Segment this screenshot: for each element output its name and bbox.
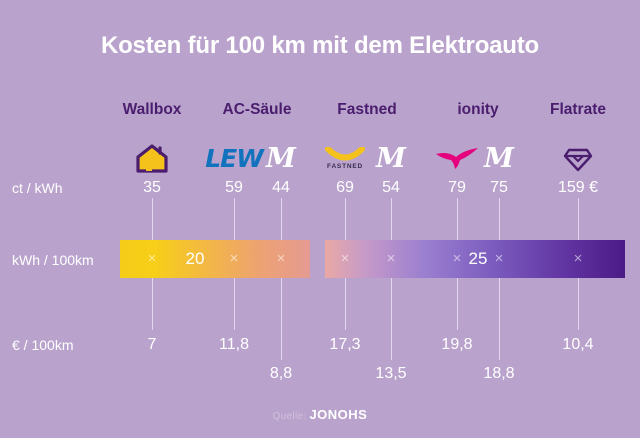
consumption-bar-right <box>325 240 625 278</box>
ct-per-kwh-value: 79 <box>448 179 466 196</box>
ct-per-kwh-value: 54 <box>382 179 400 196</box>
bar-consumption-value: 25 <box>468 249 488 268</box>
page-title: Kosten für 100 km mit dem Elektroauto <box>100 32 540 59</box>
connector-line <box>234 278 235 330</box>
house-icon <box>117 138 187 178</box>
row-label-kwh-per-100km: kWh / 100km <box>12 252 94 268</box>
consumption-bar-left <box>120 240 310 278</box>
bar-consumption-value: 20 <box>185 249 205 268</box>
column-header-ac-s-ule: AC-Säule <box>222 101 292 118</box>
eur-per-100km-value: 18,8 <box>483 365 515 382</box>
column-header-fastned: Fastned <box>337 101 397 118</box>
connector-line <box>152 198 153 240</box>
ct-per-kwh-value: 159 € <box>557 179 599 196</box>
eur-per-100km-value: 19,8 <box>441 336 473 353</box>
connector-line <box>457 198 458 240</box>
connector-line <box>391 278 392 360</box>
ct-per-kwh-value: 75 <box>490 179 508 196</box>
fastned-arc-icon <box>325 146 365 160</box>
connector-line <box>281 198 282 240</box>
maingau-m-wordmark: M <box>266 142 296 174</box>
connector-line <box>391 198 392 240</box>
ct-per-kwh-value: 59 <box>225 179 243 196</box>
lew-wordmark: LEW <box>205 143 264 173</box>
eur-per-100km-value: 13,5 <box>375 365 407 382</box>
maingau-logo-ac: M <box>246 138 316 178</box>
eur-per-100km-value: 10,4 <box>562 336 594 353</box>
ct-per-kwh-value: 44 <box>272 179 290 196</box>
connector-line <box>499 198 500 240</box>
maingau-logo-ionity: M <box>464 138 534 178</box>
diamond-icon <box>543 138 613 178</box>
connector-line <box>578 198 579 240</box>
connector-line <box>457 278 458 330</box>
fastned-wordmark: FASTNED <box>327 162 363 170</box>
source-attribution: Quelle: JONOHS <box>0 407 640 422</box>
house-glyph <box>136 144 168 173</box>
connector-line <box>152 278 153 330</box>
ionity-logo <box>422 138 492 178</box>
row-label-ct-per-kwh: ct / kWh <box>12 180 63 196</box>
connector-line <box>499 278 500 360</box>
eur-per-100km-value: 17,3 <box>329 336 361 353</box>
ct-per-kwh-value: 35 <box>143 179 161 196</box>
ct-per-kwh-value: 69 <box>336 179 354 196</box>
connector-line <box>281 278 282 360</box>
ionity-bird-glyph <box>436 148 478 169</box>
connector-line <box>234 198 235 240</box>
column-header-flatrate: Flatrate <box>550 101 606 118</box>
column-header-wallbox: Wallbox <box>122 101 182 118</box>
eur-per-100km-value: 7 <box>147 336 157 353</box>
column-header-ionity: ionity <box>457 101 499 118</box>
fastned-logo: FASTNED <box>310 138 380 178</box>
fastned-mark: FASTNED <box>325 146 365 170</box>
source-prefix: Quelle: <box>272 411 307 422</box>
eur-per-100km-value: 8,8 <box>269 365 293 382</box>
connector-line <box>345 198 346 240</box>
maingau-m-wordmark: M <box>484 142 514 174</box>
connector-line <box>345 278 346 330</box>
maingau-m-wordmark: M <box>376 142 406 174</box>
eur-per-100km-value: 11,8 <box>219 336 249 353</box>
diamond-glyph <box>563 148 593 172</box>
source-brand: JONOHS <box>309 407 368 422</box>
row-label-eur-per-100km: € / 100km <box>12 337 74 353</box>
lew-logo: LEW <box>199 138 269 178</box>
connector-line <box>578 278 579 330</box>
maingau-logo-fastned: M <box>356 138 426 178</box>
